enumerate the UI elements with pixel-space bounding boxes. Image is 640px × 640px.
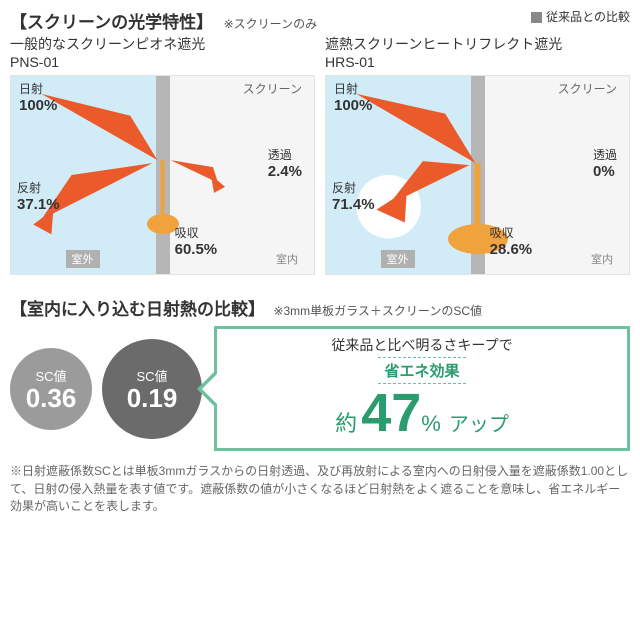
panel-heading: 遮熱スクリーンヒートリフレクト遮光HRS-01 bbox=[325, 35, 630, 71]
legend-swatch bbox=[531, 12, 542, 23]
panel-heading: 一般的なスクリーンピオネ遮光PNS-01 bbox=[10, 35, 315, 71]
big-number: 47 bbox=[361, 383, 421, 443]
incident-label: 日射100% bbox=[334, 82, 372, 114]
section1-title-row: 【スクリーンの光学特性】 ※スクリーンのみ 従来品との比較 bbox=[0, 0, 640, 35]
sc-value: 0.19 bbox=[127, 385, 178, 411]
pct-text: % bbox=[421, 411, 441, 436]
optical-panel: 遮熱スクリーンヒートリフレクト遮光HRS-01 日射100% スクリーン 反射7… bbox=[325, 35, 630, 275]
transmit-label: 透過0% bbox=[593, 148, 617, 180]
sc-value: 0.36 bbox=[26, 385, 77, 411]
incident-label: 日射100% bbox=[19, 82, 57, 114]
absorb-label: 吸収28.6% bbox=[490, 226, 533, 258]
section1-title: 【スクリーンの光学特性】 bbox=[10, 13, 213, 32]
result-line1: 従来品と比べ明るさキープで bbox=[225, 335, 619, 355]
panel-body: 日射100% スクリーン 反射37.1% 透過2.4% 吸収60.5% 室外 室… bbox=[10, 75, 315, 275]
sc-row: SC値0.36SC値0.19 従来品と比べ明るさキープで 省エネ効果 約47% ア… bbox=[0, 322, 640, 457]
section2-title-row: 【室内に入り込む日射熱の比較】 ※3mm単板ガラス＋スクリーンのSC値 bbox=[0, 281, 640, 322]
reflect-label: 反射37.1% bbox=[17, 181, 60, 213]
panels-row: 一般的なスクリーンピオネ遮光PNS-01 日射100% スクリーン 反射37.1… bbox=[0, 35, 640, 281]
section2-title: 【室内に入り込む日射熱の比較】 bbox=[10, 300, 265, 319]
section2-note: ※3mm単板ガラス＋スクリーンのSC値 bbox=[273, 304, 482, 318]
saving-label: 省エネ効果 bbox=[378, 357, 465, 384]
transmit-label: 透過2.4% bbox=[268, 148, 302, 180]
legend-text: 従来品との比較 bbox=[546, 10, 630, 24]
sc-circle: SC値0.36 bbox=[10, 348, 92, 430]
callout-triangle-inner bbox=[202, 372, 219, 406]
room-outside-tag: 室外 bbox=[381, 250, 415, 268]
note-screen-only: ※スクリーンのみ bbox=[224, 17, 317, 31]
room-inside-tag: 室内 bbox=[270, 250, 304, 268]
up-text: アップ bbox=[449, 414, 509, 436]
optical-panel: 一般的なスクリーンピオネ遮光PNS-01 日射100% スクリーン 反射37.1… bbox=[10, 35, 315, 275]
room-inside-tag: 室内 bbox=[585, 250, 619, 268]
room-outside-tag: 室外 bbox=[66, 250, 100, 268]
screen-label: スクリーン bbox=[558, 82, 617, 96]
panel-body: 日射100% スクリーン 反射71.4% 透過0% 吸収28.6% 室外 室内 bbox=[325, 75, 630, 275]
reflect-label: 反射71.4% bbox=[332, 181, 375, 213]
sc-circle: SC値0.19 bbox=[102, 339, 202, 439]
legend-compare: 従来品との比較 bbox=[531, 8, 630, 25]
sc-circles: SC値0.36SC値0.19 bbox=[10, 339, 202, 439]
result-value-line: 約47% アップ bbox=[225, 386, 619, 440]
about-text: 約 bbox=[335, 411, 357, 436]
absorb-label: 吸収60.5% bbox=[175, 226, 218, 258]
result-box: 従来品と比べ明るさキープで 省エネ効果 約47% アップ bbox=[214, 326, 630, 451]
screen-label: スクリーン bbox=[243, 82, 302, 96]
footnote: ※日射遮蔽係数SCとは単板3mmガラスからの日射透過、及び再放射による室内への日… bbox=[0, 457, 640, 525]
